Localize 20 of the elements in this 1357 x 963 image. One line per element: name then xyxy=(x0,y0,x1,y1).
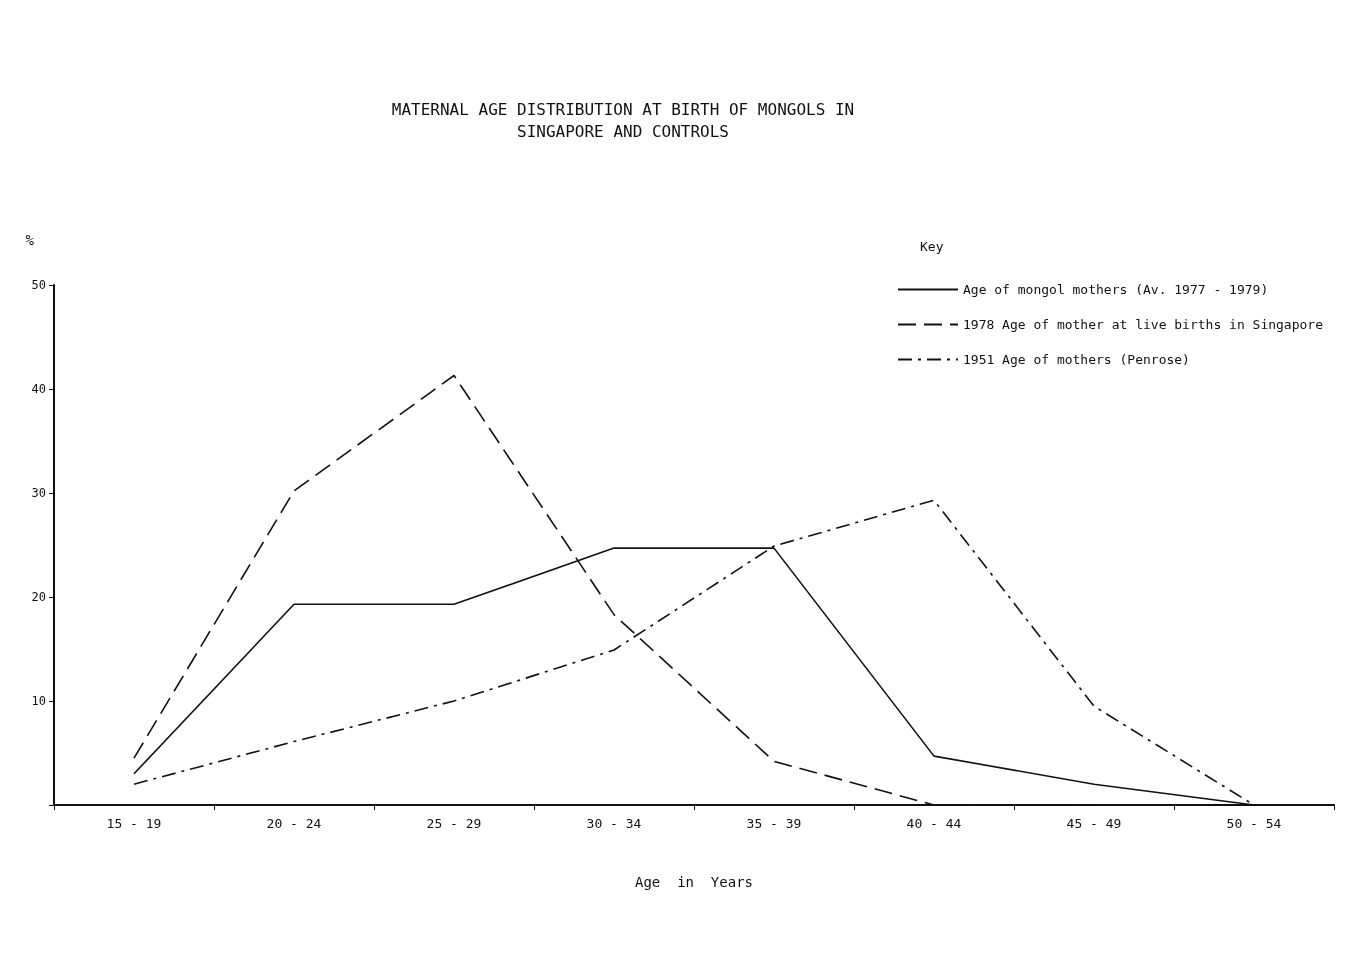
x-axis-title: Age in Years xyxy=(634,874,754,890)
legend-label: Age of mongol mothers (Av. 1977 - 1979) xyxy=(962,282,1269,297)
x-tick-label: 45 - 49 xyxy=(1066,816,1122,831)
x-tick-label: 15 - 19 xyxy=(106,816,162,831)
legend-label: 1951 Age of mothers (Penrose) xyxy=(962,352,1190,367)
x-tick-label: 50 - 54 xyxy=(1226,816,1282,831)
x-tick-label: 35 - 39 xyxy=(746,816,802,831)
x-tick-label: 20 - 24 xyxy=(266,816,322,831)
chart-title: MATERNAL AGE DISTRIBUTION AT BIRTH OF MONGOLS IN SINGAPORE AND CONTROLS xyxy=(391,99,855,141)
legend-title: Key xyxy=(920,239,944,254)
x-tick-label: 40 - 44 xyxy=(906,816,962,831)
y-tick-label: 40 xyxy=(31,382,46,396)
y-axis-title: % xyxy=(25,232,35,248)
x-tick-label: 25 - 29 xyxy=(426,816,482,831)
y-tick-label: 20 xyxy=(31,590,46,604)
y-tick-label: 50 xyxy=(31,278,46,292)
y-tick-label: 30 xyxy=(31,486,46,500)
y-tick-label: 10 xyxy=(31,694,46,708)
x-tick-label: 30 - 34 xyxy=(586,816,642,831)
legend-label: 1978 Age of mother at live births in Singapore xyxy=(962,317,1324,332)
